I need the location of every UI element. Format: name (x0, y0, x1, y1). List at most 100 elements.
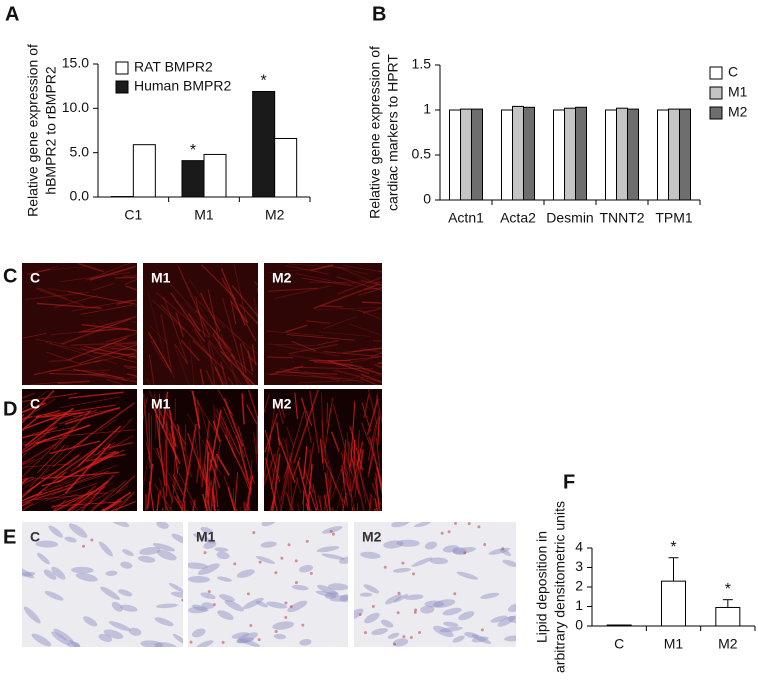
fiber (47, 287, 84, 295)
fiber (58, 263, 61, 264)
fiber (105, 335, 129, 343)
fiber (94, 352, 137, 363)
cell (480, 592, 500, 599)
fiber (193, 329, 227, 385)
fiber (309, 390, 320, 454)
lipid-droplet (409, 635, 413, 639)
cell (464, 632, 479, 639)
fiber (91, 485, 129, 509)
cell (339, 556, 348, 564)
x-tick-label: M1 (664, 636, 684, 652)
fiber (53, 505, 68, 511)
fiber (38, 471, 67, 494)
fiber (320, 305, 344, 308)
cell (452, 635, 465, 643)
cell (339, 594, 348, 603)
fiber (156, 447, 174, 503)
lipid-droplet (221, 640, 225, 644)
lipid-droplet (440, 531, 444, 535)
fiber (351, 364, 382, 375)
fiber (110, 494, 132, 511)
fiber (44, 404, 117, 416)
cell (414, 522, 431, 528)
fiber (22, 412, 67, 431)
fiber (172, 474, 184, 495)
fiber (361, 422, 371, 446)
fiber (89, 265, 136, 281)
cell (316, 545, 340, 553)
fiber (375, 437, 381, 471)
cell (371, 628, 389, 636)
lipid-droplet (284, 601, 288, 605)
y-tick-label: 5.0 (70, 143, 90, 159)
lipid-droplet (212, 603, 216, 607)
cell (100, 586, 120, 600)
x-tick-label: TNNT2 (599, 210, 644, 226)
fiber (22, 427, 74, 438)
fiber (268, 343, 316, 346)
cell (105, 570, 118, 577)
y-axis-label: Relative gene expression of (367, 46, 383, 219)
fiber (197, 399, 202, 468)
lipid-droplet (289, 605, 293, 609)
cell (392, 567, 411, 573)
fiber (328, 360, 370, 375)
lipid-droplet (483, 542, 487, 546)
fiber (205, 369, 214, 385)
cell (380, 619, 394, 628)
fiber (131, 377, 137, 380)
legend-label: C (728, 64, 738, 80)
fiber (289, 477, 299, 511)
lipid-droplet (480, 628, 484, 632)
fiber (302, 489, 304, 511)
fiber (35, 288, 84, 307)
fiber (22, 426, 58, 439)
fiber (35, 266, 86, 272)
lipid-droplet (309, 571, 313, 575)
lipid-droplet (301, 623, 305, 627)
fiber (180, 438, 192, 468)
fiber (61, 328, 102, 345)
fiber (336, 356, 380, 366)
fiber (125, 285, 137, 291)
cell (128, 627, 142, 636)
fiber (238, 303, 258, 326)
fiber (176, 424, 189, 476)
cell (387, 632, 400, 639)
fiber (22, 438, 47, 454)
fiber (65, 475, 103, 488)
bar (715, 606, 741, 627)
cell (217, 610, 234, 621)
cell (391, 522, 410, 528)
fiber (22, 436, 69, 446)
fiber (369, 483, 379, 511)
lipid-droplet (477, 525, 481, 529)
bar (553, 109, 565, 201)
fiber (306, 464, 313, 510)
fiber (373, 363, 382, 369)
cell (260, 541, 277, 548)
fiber (290, 354, 364, 368)
cell (255, 555, 276, 564)
fiber (66, 485, 97, 511)
cell (424, 541, 438, 550)
fiber (301, 442, 315, 505)
cell (299, 639, 312, 646)
fiber (264, 453, 276, 487)
fiber (246, 404, 258, 425)
fiber (247, 389, 258, 422)
cell (139, 546, 161, 555)
image-label: C (30, 396, 40, 412)
lipid-droplet (274, 629, 278, 633)
fiber (376, 466, 382, 495)
fiber (116, 299, 137, 305)
image-label: M2 (272, 270, 292, 286)
fiber (206, 445, 209, 496)
fiber (340, 452, 352, 497)
fiber (346, 431, 353, 511)
fiber (276, 422, 281, 446)
fiber (362, 307, 382, 314)
fiber (324, 356, 379, 363)
cell (156, 603, 178, 609)
fiber (277, 403, 284, 424)
